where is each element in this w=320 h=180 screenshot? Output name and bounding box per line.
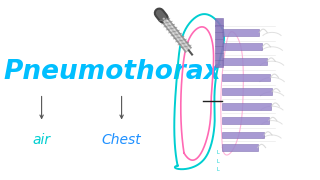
Bar xyxy=(215,39,223,46)
Bar xyxy=(222,144,258,151)
Bar xyxy=(222,58,267,65)
Bar xyxy=(222,74,270,81)
Bar xyxy=(222,43,262,50)
Bar xyxy=(215,60,223,67)
Bar xyxy=(215,46,223,53)
Bar xyxy=(215,25,223,32)
Text: L: L xyxy=(216,167,219,172)
Bar xyxy=(222,29,259,36)
Text: L: L xyxy=(216,159,219,164)
Bar xyxy=(215,53,223,60)
Bar xyxy=(222,103,271,110)
Bar xyxy=(222,88,272,95)
Bar xyxy=(215,18,223,26)
Text: air: air xyxy=(33,133,51,147)
Text: L: L xyxy=(216,150,219,155)
Text: Pneumothorax: Pneumothorax xyxy=(3,59,221,85)
Bar xyxy=(222,132,264,138)
Bar xyxy=(215,32,223,39)
Text: Chest: Chest xyxy=(102,133,141,147)
Bar xyxy=(222,117,269,124)
